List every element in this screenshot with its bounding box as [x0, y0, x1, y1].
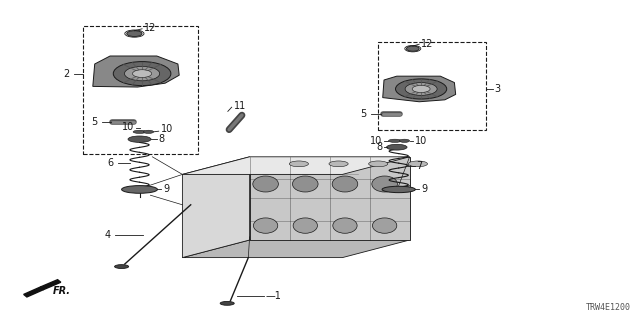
Polygon shape [182, 157, 250, 258]
Ellipse shape [332, 176, 358, 192]
Ellipse shape [125, 67, 160, 81]
Ellipse shape [372, 218, 397, 233]
Ellipse shape [253, 176, 278, 192]
Text: —1: —1 [266, 291, 282, 301]
Polygon shape [93, 56, 179, 87]
Ellipse shape [388, 139, 401, 142]
Text: TRW4E1200: TRW4E1200 [586, 303, 630, 312]
Text: 5: 5 [92, 117, 98, 127]
Ellipse shape [293, 218, 317, 233]
Text: 10: 10 [370, 136, 382, 146]
Text: 6: 6 [108, 158, 114, 168]
Bar [83, 26, 198, 154]
Ellipse shape [396, 79, 447, 99]
Polygon shape [383, 76, 456, 102]
Text: 3: 3 [495, 84, 501, 94]
Ellipse shape [412, 85, 430, 92]
Text: 11: 11 [234, 101, 246, 111]
Text: 10: 10 [415, 136, 428, 146]
Ellipse shape [127, 31, 142, 36]
Ellipse shape [406, 46, 419, 51]
Ellipse shape [399, 139, 410, 142]
Ellipse shape [405, 83, 437, 95]
Polygon shape [250, 157, 410, 240]
Ellipse shape [113, 62, 171, 86]
Ellipse shape [382, 186, 415, 193]
Text: 10: 10 [122, 122, 134, 132]
Ellipse shape [133, 130, 146, 133]
Text: 12: 12 [144, 23, 156, 33]
Text: 9: 9 [163, 184, 170, 195]
Text: 9: 9 [421, 184, 428, 195]
Ellipse shape [220, 301, 234, 305]
Ellipse shape [329, 161, 348, 167]
Ellipse shape [333, 218, 357, 233]
Text: 8: 8 [159, 134, 165, 144]
Text: 7: 7 [417, 161, 423, 172]
Ellipse shape [143, 130, 154, 133]
Polygon shape [182, 157, 410, 174]
Ellipse shape [253, 218, 278, 233]
Text: FR.: FR. [52, 286, 70, 296]
Text: 2: 2 [63, 68, 69, 79]
Polygon shape [182, 240, 410, 258]
Text: 10: 10 [161, 124, 173, 134]
Bar [378, 42, 486, 130]
Polygon shape [24, 287, 44, 297]
Text: 5: 5 [360, 108, 367, 119]
Ellipse shape [408, 161, 428, 167]
Text: 12: 12 [421, 38, 433, 49]
Ellipse shape [387, 144, 407, 150]
Ellipse shape [369, 161, 388, 167]
Ellipse shape [115, 265, 129, 268]
Ellipse shape [132, 70, 152, 77]
Ellipse shape [372, 176, 397, 192]
Ellipse shape [292, 176, 318, 192]
Text: 8: 8 [376, 142, 382, 152]
Text: 4: 4 [104, 230, 111, 240]
Ellipse shape [122, 186, 157, 193]
Ellipse shape [128, 136, 151, 142]
Polygon shape [40, 280, 61, 290]
Ellipse shape [289, 161, 308, 167]
